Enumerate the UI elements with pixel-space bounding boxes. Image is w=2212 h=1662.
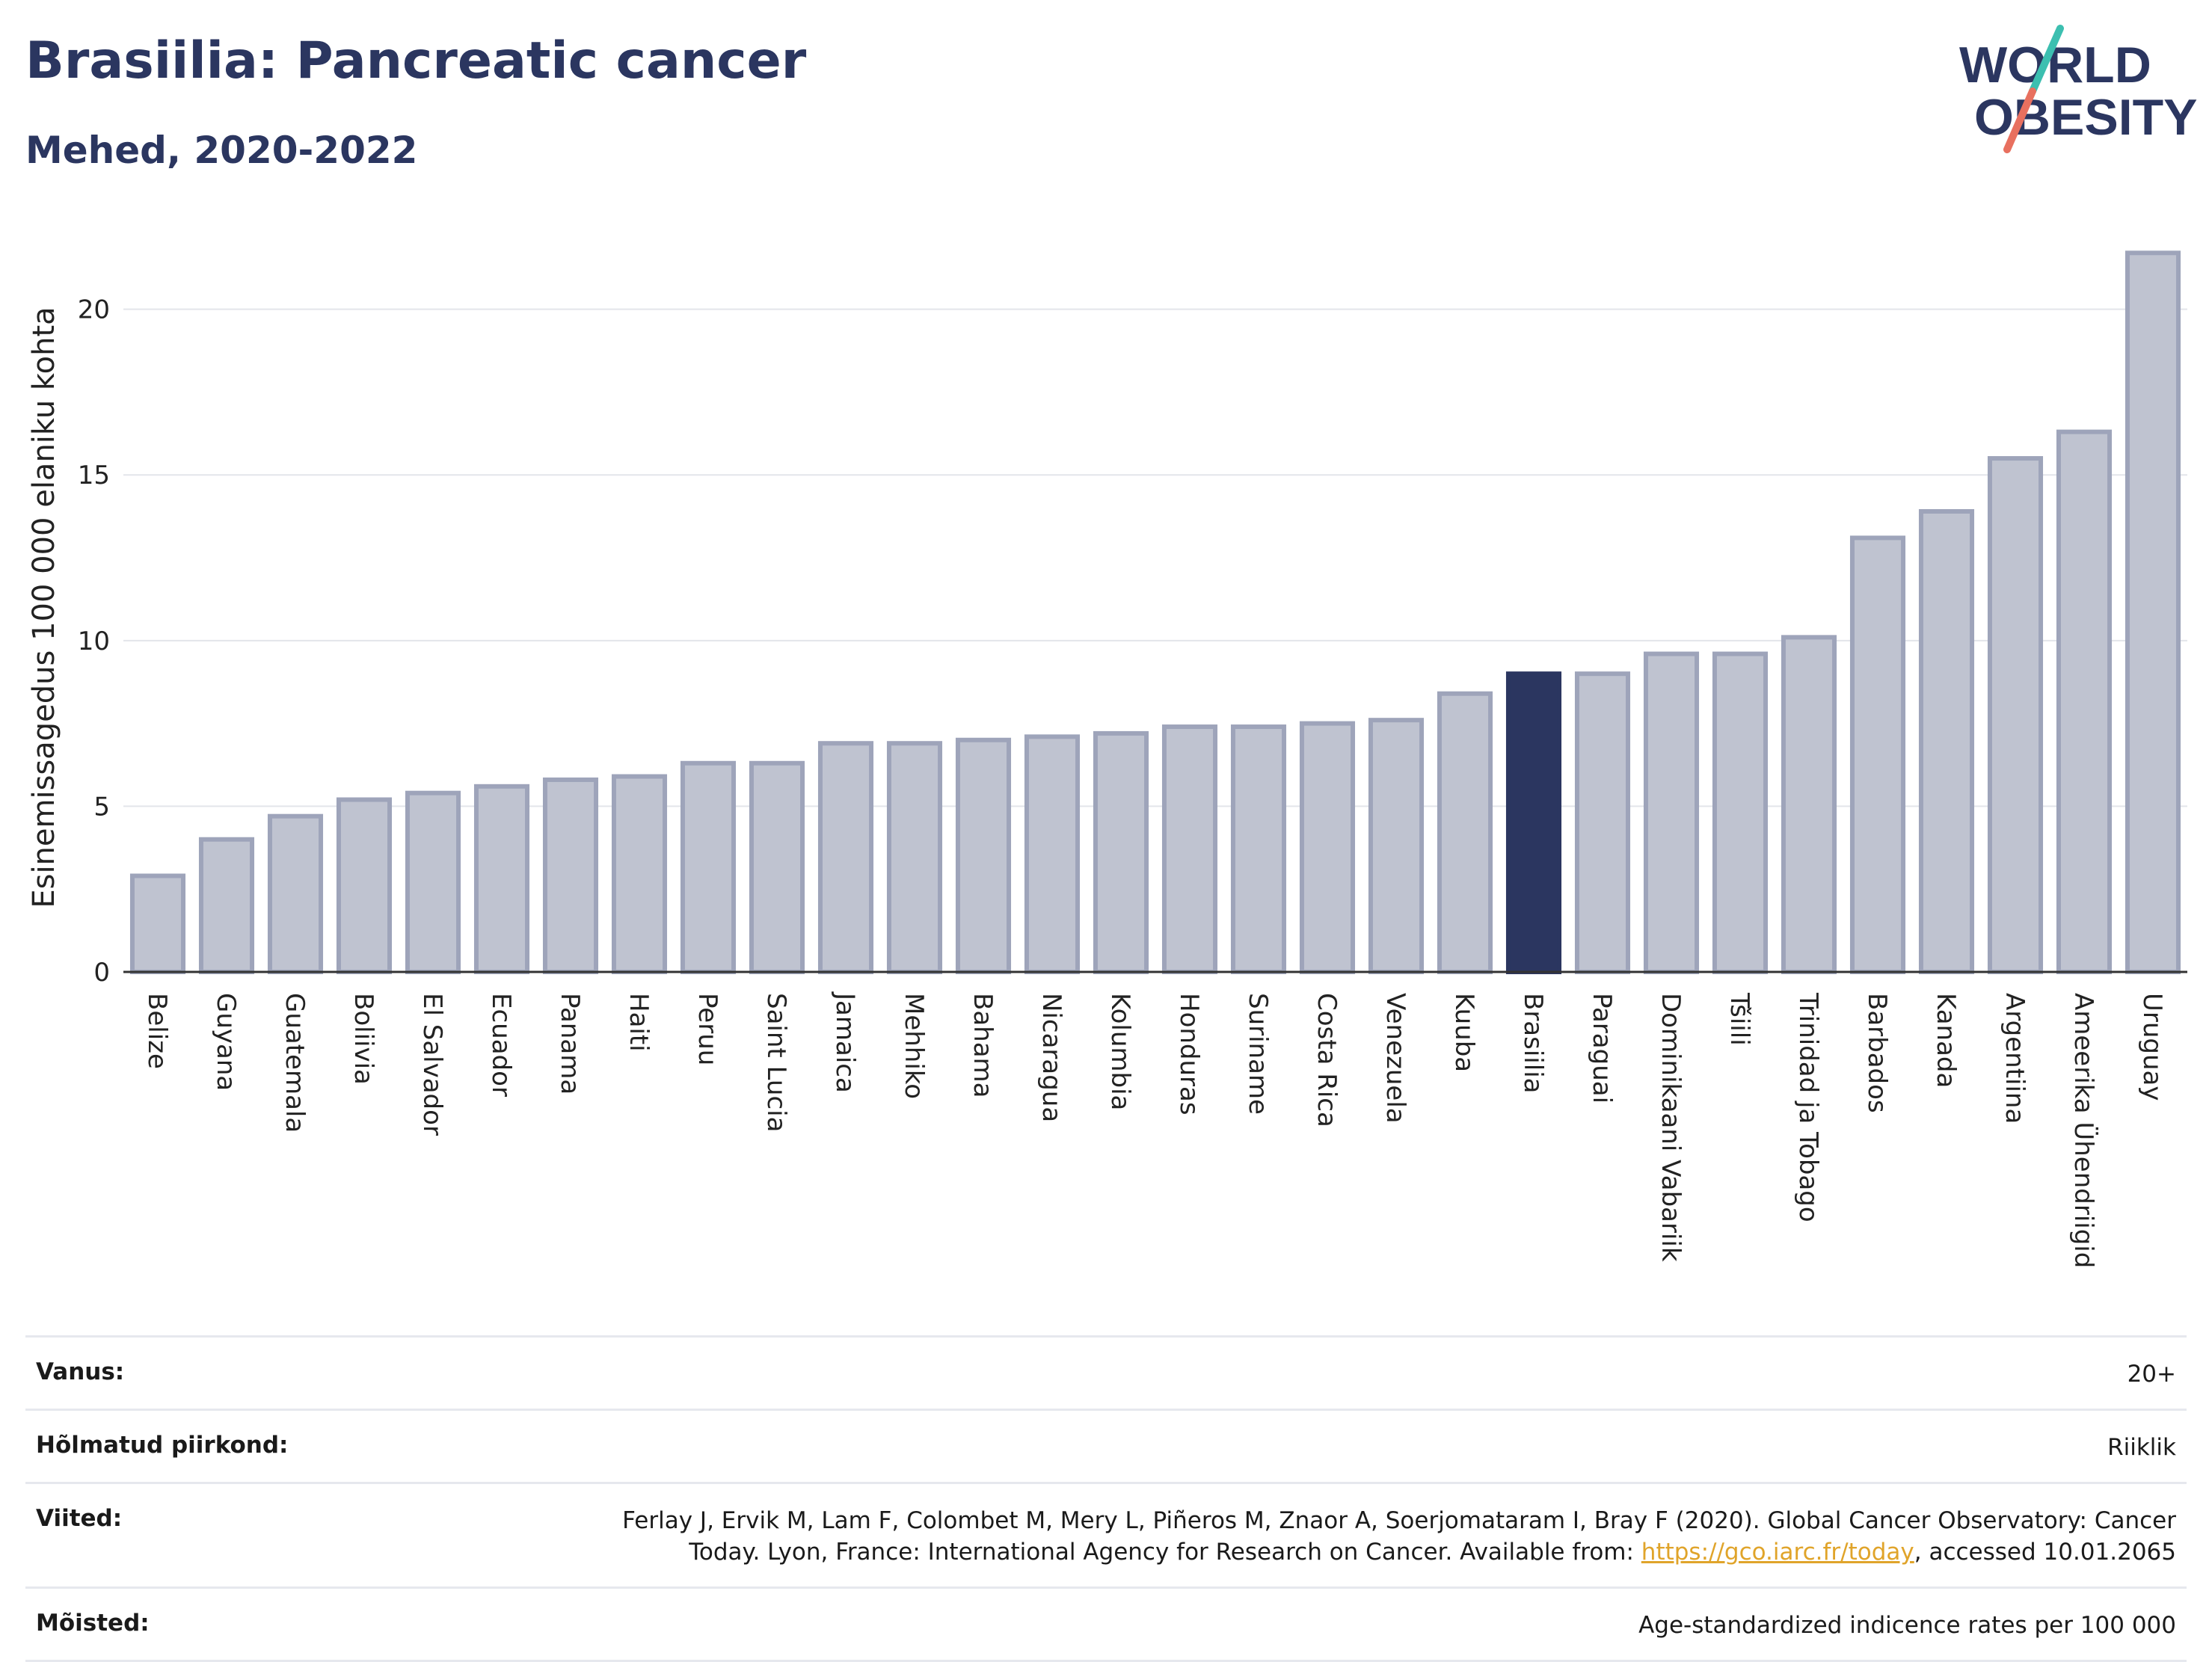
x-tick-label: Boliivia bbox=[348, 993, 378, 1085]
x-tick-label: Venezuela bbox=[1380, 993, 1410, 1124]
x-tick-label: Guatemala bbox=[280, 993, 310, 1133]
references-label: Viited: bbox=[36, 1504, 123, 1532]
x-tick-label: Nicaragua bbox=[1036, 993, 1066, 1122]
y-tick-label: 10 bbox=[78, 627, 110, 656]
bar bbox=[611, 774, 668, 974]
y-tick-label: 5 bbox=[93, 792, 110, 822]
definitions-value: Age-standardized indicence rates per 100… bbox=[1638, 1612, 2176, 1640]
age-value: 20+ bbox=[2127, 1361, 2176, 1388]
bar bbox=[680, 760, 737, 975]
references-text-end: , accessed 10.01.2065 bbox=[1914, 1539, 2176, 1566]
bar bbox=[1024, 734, 1081, 974]
chart-subtitle: Mehed, 2020-2022 bbox=[25, 129, 418, 172]
bar bbox=[1093, 730, 1149, 975]
x-tick-label: Kolumbia bbox=[1105, 993, 1135, 1110]
coverage-value: Riiklik bbox=[2107, 1433, 2176, 1461]
bar bbox=[129, 873, 186, 975]
bar bbox=[267, 813, 324, 975]
x-tick-label: Costa Rica bbox=[1312, 993, 1342, 1127]
x-tick-label: Jamaica bbox=[830, 991, 860, 1093]
x-tick-label: Argentiina bbox=[2000, 993, 2030, 1124]
bar bbox=[886, 741, 943, 974]
bar bbox=[542, 777, 599, 975]
bar bbox=[1918, 508, 1975, 974]
x-tick-label: Saint Lucia bbox=[761, 993, 791, 1132]
bar bbox=[198, 837, 255, 975]
bar bbox=[1781, 635, 1837, 974]
bar bbox=[817, 741, 874, 974]
bar bbox=[1987, 456, 2044, 974]
x-tick-label: Tšiili bbox=[1724, 992, 1754, 1046]
bar bbox=[1230, 724, 1287, 975]
x-tick-label: Trinidad ja Tobago bbox=[1793, 992, 1823, 1222]
info-row-references: Viited: Ferlay J, Ervik M, Lam F, Colomb… bbox=[25, 1481, 2187, 1587]
world-obesity-logo: WORLD OBESITY bbox=[1959, 25, 2198, 153]
bar bbox=[1299, 721, 1356, 974]
y-axis-label: Esinemissagedus 100 000 elaniku kohta bbox=[27, 307, 61, 908]
x-tick-label: Uruguay bbox=[2137, 993, 2167, 1101]
x-tick-label: Brasiilia bbox=[1518, 993, 1548, 1093]
references-link[interactable]: https://gco.iarc.fr/today bbox=[1641, 1539, 1914, 1566]
bar bbox=[405, 790, 461, 974]
bar bbox=[1574, 671, 1631, 974]
bar bbox=[336, 797, 393, 974]
bar bbox=[1505, 671, 1562, 974]
x-tick-label: Mehhiko bbox=[899, 993, 929, 1099]
references-text: Ferlay J, Ervik M, Lam F, Colombet M, Me… bbox=[622, 1506, 2176, 1566]
info-row-age: Vanus: 20+ bbox=[25, 1335, 2187, 1409]
bar bbox=[1437, 691, 1493, 975]
y-tick-label: 15 bbox=[78, 461, 110, 490]
bar bbox=[749, 760, 805, 975]
x-tick-label: Suriname bbox=[1243, 993, 1273, 1115]
bar bbox=[1643, 651, 1700, 975]
x-tick-label: Ecuador bbox=[486, 993, 516, 1097]
bar bbox=[473, 784, 530, 975]
bar bbox=[1712, 651, 1769, 975]
x-tick-label: Bahama bbox=[968, 993, 998, 1098]
bar bbox=[955, 737, 1012, 974]
bar bbox=[2056, 429, 2113, 974]
bar-chart: 0 5 10 15 20 Esinemissagedus 100 000 elaniku … bbox=[27, 250, 2187, 1268]
x-tick-label: Guyana bbox=[211, 993, 241, 1091]
x-tick-label: Peruu bbox=[692, 993, 722, 1065]
references-value: Ferlay J, Ervik M, Lam F, Colombet M, Me… bbox=[606, 1505, 2176, 1569]
info-table: Vanus: 20+ Hõlmatud piirkond: Riiklik Vi… bbox=[25, 1335, 2187, 1662]
x-tick-label: Kuuba bbox=[1449, 993, 1479, 1072]
bar bbox=[1161, 724, 1218, 975]
bar bbox=[1849, 535, 1906, 974]
definitions-label: Mõisted: bbox=[36, 1610, 150, 1637]
chart-title: Brasiilia: Pancreatic cancer bbox=[25, 31, 807, 90]
y-tick-label: 0 bbox=[93, 958, 110, 988]
x-tick-label: El Salvador bbox=[417, 993, 447, 1136]
info-row-coverage: Hõlmatud piirkond: Riiklik bbox=[25, 1408, 2187, 1482]
logo-slash-teal bbox=[2029, 25, 2064, 95]
bar bbox=[1368, 718, 1425, 974]
x-tick-label: Honduras bbox=[1174, 993, 1204, 1115]
y-tick-label: 20 bbox=[78, 295, 110, 325]
logo-slash-coral bbox=[2003, 87, 2036, 153]
age-label: Vanus: bbox=[36, 1358, 125, 1385]
x-tick-label: Belize bbox=[142, 993, 172, 1069]
x-tick-label: Haiti bbox=[624, 993, 654, 1052]
x-tick-label: Paraguai bbox=[1587, 993, 1617, 1104]
x-tick-label: Barbados bbox=[1862, 993, 1892, 1113]
x-tick-label: Dominikaani Vabariik bbox=[1656, 993, 1686, 1262]
x-tick-label: Kanada bbox=[1931, 993, 1961, 1088]
info-row-definitions: Mõisted: Age-standardized indicence rate… bbox=[25, 1586, 2187, 1662]
bar bbox=[2125, 250, 2181, 974]
x-tick-label: Panama bbox=[555, 993, 585, 1095]
x-tick-label: Ameerika Ühendriigid bbox=[2068, 993, 2099, 1268]
coverage-label: Hõlmatud piirkond: bbox=[36, 1431, 289, 1459]
